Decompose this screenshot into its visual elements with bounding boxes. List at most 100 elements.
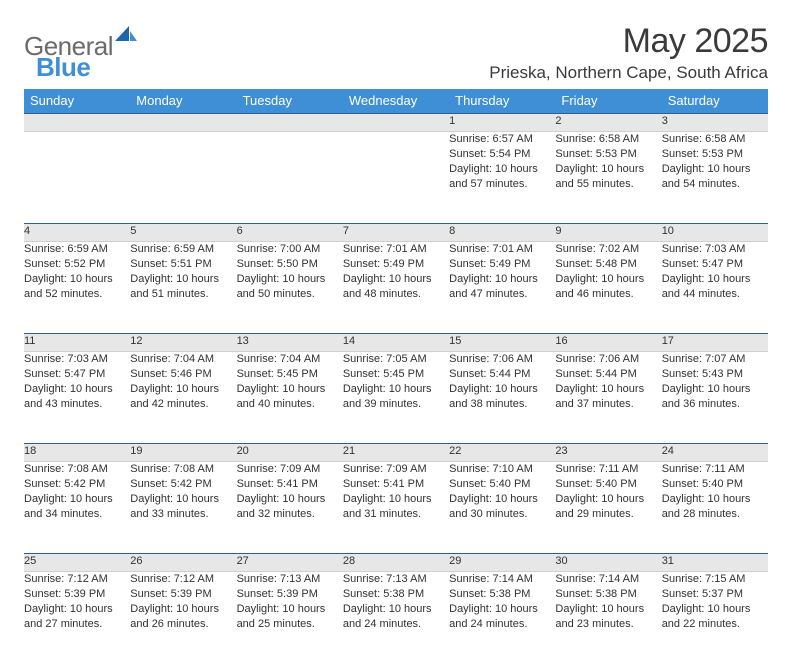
day-detail-cell: Sunrise: 7:13 AMSunset: 5:39 PMDaylight:… — [237, 572, 343, 664]
sunrise-line: Sunrise: 7:08 AM — [130, 462, 236, 477]
daylight-line: Daylight: 10 hours and 31 minutes. — [343, 492, 449, 522]
day-detail-cell — [237, 132, 343, 224]
day-number-cell: 20 — [237, 444, 343, 462]
daylight-line: Daylight: 10 hours and 47 minutes. — [449, 272, 555, 302]
sunset-line: Sunset: 5:53 PM — [662, 147, 768, 162]
day-number-cell: 31 — [662, 554, 768, 572]
sunset-line: Sunset: 5:39 PM — [24, 587, 130, 602]
sunrise-line: Sunrise: 7:12 AM — [24, 572, 130, 587]
day-detail-cell: Sunrise: 7:14 AMSunset: 5:38 PMDaylight:… — [555, 572, 661, 664]
day-detail-row: Sunrise: 7:08 AMSunset: 5:42 PMDaylight:… — [24, 462, 768, 554]
daylight-line: Daylight: 10 hours and 46 minutes. — [555, 272, 661, 302]
sunrise-line: Sunrise: 7:13 AM — [237, 572, 343, 587]
day-detail-row: Sunrise: 7:12 AMSunset: 5:39 PMDaylight:… — [24, 572, 768, 664]
month-title: May 2025 — [489, 22, 768, 61]
sunset-line: Sunset: 5:43 PM — [662, 367, 768, 382]
daylight-line: Daylight: 10 hours and 27 minutes. — [24, 602, 130, 632]
day-detail-row: Sunrise: 6:59 AMSunset: 5:52 PMDaylight:… — [24, 242, 768, 334]
sunset-line: Sunset: 5:37 PM — [662, 587, 768, 602]
weekday-header: Tuesday — [237, 89, 343, 114]
sunrise-line: Sunrise: 7:11 AM — [662, 462, 768, 477]
sunrise-line: Sunrise: 7:09 AM — [237, 462, 343, 477]
daylight-line: Daylight: 10 hours and 43 minutes. — [24, 382, 130, 412]
day-number-cell: 23 — [555, 444, 661, 462]
calendar: SundayMondayTuesdayWednesdayThursdayFrid… — [24, 89, 768, 664]
sunrise-line: Sunrise: 7:03 AM — [24, 352, 130, 367]
day-number-row: 123 — [24, 114, 768, 132]
sunset-line: Sunset: 5:44 PM — [449, 367, 555, 382]
daylight-line: Daylight: 10 hours and 29 minutes. — [555, 492, 661, 522]
sunset-line: Sunset: 5:39 PM — [130, 587, 236, 602]
day-number-cell: 8 — [449, 224, 555, 242]
sunrise-line: Sunrise: 7:05 AM — [343, 352, 449, 367]
day-detail-cell: Sunrise: 7:12 AMSunset: 5:39 PMDaylight:… — [24, 572, 130, 664]
sunrise-line: Sunrise: 7:04 AM — [130, 352, 236, 367]
sunset-line: Sunset: 5:44 PM — [555, 367, 661, 382]
sunrise-line: Sunrise: 7:01 AM — [343, 242, 449, 257]
sunset-line: Sunset: 5:45 PM — [237, 367, 343, 382]
sunrise-line: Sunrise: 7:07 AM — [662, 352, 768, 367]
day-detail-cell: Sunrise: 7:10 AMSunset: 5:40 PMDaylight:… — [449, 462, 555, 554]
sunrise-line: Sunrise: 6:57 AM — [449, 132, 555, 147]
sunrise-line: Sunrise: 6:59 AM — [130, 242, 236, 257]
day-number-cell: 15 — [449, 334, 555, 352]
sunset-line: Sunset: 5:53 PM — [555, 147, 661, 162]
day-number-cell: 7 — [343, 224, 449, 242]
daylight-line: Daylight: 10 hours and 52 minutes. — [24, 272, 130, 302]
sunrise-line: Sunrise: 7:02 AM — [555, 242, 661, 257]
sunrise-line: Sunrise: 7:14 AM — [555, 572, 661, 587]
daylight-line: Daylight: 10 hours and 23 minutes. — [555, 602, 661, 632]
daylight-line: Daylight: 10 hours and 38 minutes. — [449, 382, 555, 412]
day-detail-cell: Sunrise: 7:08 AMSunset: 5:42 PMDaylight:… — [130, 462, 236, 554]
daylight-line: Daylight: 10 hours and 39 minutes. — [343, 382, 449, 412]
day-number-cell: 1 — [449, 114, 555, 132]
day-number-cell: 6 — [237, 224, 343, 242]
sunset-line: Sunset: 5:42 PM — [130, 477, 236, 492]
sunrise-line: Sunrise: 7:01 AM — [449, 242, 555, 257]
sunset-line: Sunset: 5:41 PM — [237, 477, 343, 492]
sunrise-line: Sunrise: 7:09 AM — [343, 462, 449, 477]
day-number-row: 18192021222324 — [24, 444, 768, 462]
day-number-cell: 12 — [130, 334, 236, 352]
day-number-cell: 30 — [555, 554, 661, 572]
day-detail-row: Sunrise: 7:03 AMSunset: 5:47 PMDaylight:… — [24, 352, 768, 444]
day-number-cell: 5 — [130, 224, 236, 242]
day-number-cell: 21 — [343, 444, 449, 462]
day-detail-cell: Sunrise: 7:02 AMSunset: 5:48 PMDaylight:… — [555, 242, 661, 334]
daylight-line: Daylight: 10 hours and 36 minutes. — [662, 382, 768, 412]
weekday-header-row: SundayMondayTuesdayWednesdayThursdayFrid… — [24, 89, 768, 114]
sunrise-line: Sunrise: 7:00 AM — [237, 242, 343, 257]
day-detail-cell: Sunrise: 7:08 AMSunset: 5:42 PMDaylight:… — [24, 462, 130, 554]
sunrise-line: Sunrise: 6:58 AM — [662, 132, 768, 147]
location: Prieska, Northern Cape, South Africa — [489, 63, 768, 83]
sunset-line: Sunset: 5:38 PM — [449, 587, 555, 602]
daylight-line: Daylight: 10 hours and 32 minutes. — [237, 492, 343, 522]
day-detail-cell: Sunrise: 7:00 AMSunset: 5:50 PMDaylight:… — [237, 242, 343, 334]
weekday-header: Monday — [130, 89, 236, 114]
daylight-line: Daylight: 10 hours and 22 minutes. — [662, 602, 768, 632]
day-detail-cell: Sunrise: 7:09 AMSunset: 5:41 PMDaylight:… — [343, 462, 449, 554]
sunrise-line: Sunrise: 7:11 AM — [555, 462, 661, 477]
daylight-line: Daylight: 10 hours and 37 minutes. — [555, 382, 661, 412]
sunset-line: Sunset: 5:52 PM — [24, 257, 130, 272]
sunset-line: Sunset: 5:47 PM — [24, 367, 130, 382]
day-detail-cell: Sunrise: 7:05 AMSunset: 5:45 PMDaylight:… — [343, 352, 449, 444]
sunset-line: Sunset: 5:49 PM — [449, 257, 555, 272]
sunset-line: Sunset: 5:38 PM — [343, 587, 449, 602]
sunset-line: Sunset: 5:41 PM — [343, 477, 449, 492]
sunset-line: Sunset: 5:47 PM — [662, 257, 768, 272]
day-number-cell: 16 — [555, 334, 661, 352]
sunset-line: Sunset: 5:51 PM — [130, 257, 236, 272]
day-detail-cell: Sunrise: 6:58 AMSunset: 5:53 PMDaylight:… — [662, 132, 768, 224]
day-number-cell: 3 — [662, 114, 768, 132]
day-detail-cell — [130, 132, 236, 224]
day-detail-cell: Sunrise: 7:15 AMSunset: 5:37 PMDaylight:… — [662, 572, 768, 664]
daylight-line: Daylight: 10 hours and 50 minutes. — [237, 272, 343, 302]
daylight-line: Daylight: 10 hours and 51 minutes. — [130, 272, 236, 302]
weekday-header: Thursday — [449, 89, 555, 114]
day-detail-cell: Sunrise: 7:01 AMSunset: 5:49 PMDaylight:… — [449, 242, 555, 334]
day-detail-cell: Sunrise: 7:13 AMSunset: 5:38 PMDaylight:… — [343, 572, 449, 664]
day-number-row: 11121314151617 — [24, 334, 768, 352]
daylight-line: Daylight: 10 hours and 54 minutes. — [662, 162, 768, 192]
day-detail-row: Sunrise: 6:57 AMSunset: 5:54 PMDaylight:… — [24, 132, 768, 224]
